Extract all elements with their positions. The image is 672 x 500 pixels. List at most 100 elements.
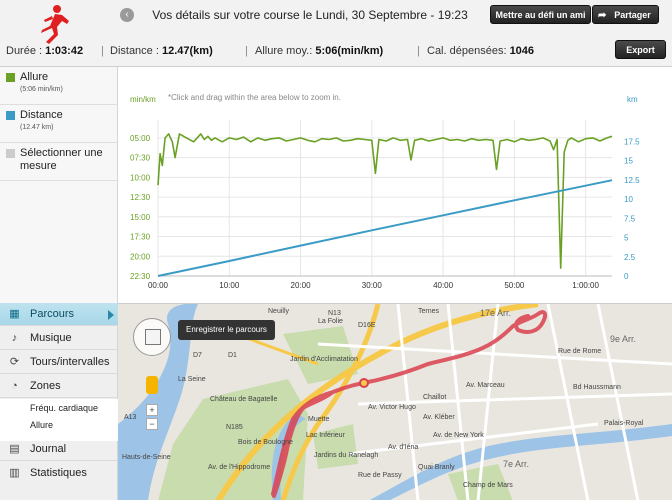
map-label: Quai Branly — [418, 464, 455, 471]
empty-color-swatch — [6, 149, 15, 158]
route-map[interactable]: Enregistrer le parcours + − Jardin d'Acc… — [118, 303, 672, 500]
map-label: 9e Arr. — [610, 334, 637, 344]
map-label: Champ de Mars — [463, 482, 513, 489]
right-tick-label: 17.5 — [624, 138, 640, 147]
map-label: Rue de Passy — [358, 472, 402, 479]
right-tick-label: 10 — [624, 195, 633, 204]
menu-item-label: Zones — [30, 380, 61, 392]
x-tick-label: 40:00 — [433, 281, 454, 290]
measure-sub: (5:06 min/km) — [20, 86, 63, 93]
left-tick-label: 20:00 — [130, 252, 151, 261]
map-label: Bd Haussmann — [573, 384, 621, 391]
menu-item-parcours[interactable]: ▦ Parcours — [0, 303, 118, 326]
x-tick-label: 20:00 — [291, 281, 312, 290]
section-menu: ▦ Parcours ♪ Musique ⟳ Tours/intervalles… — [0, 303, 118, 500]
left-tick-label: 17:30 — [130, 233, 151, 242]
menu-item-label: Musique — [30, 332, 72, 344]
menu-item-label: Journal — [30, 443, 67, 455]
menu-item-journal[interactable]: ▤ Journal — [0, 438, 118, 461]
distance-stat: Distance : 12.47(km) — [110, 45, 213, 57]
stat-divider: | — [101, 45, 104, 57]
right-tick-label: 0 — [624, 272, 629, 281]
map-label: Ternes — [418, 308, 440, 315]
map-label: Jardins du Ranelagh — [314, 452, 379, 459]
right-tick-label: 15 — [624, 157, 633, 166]
zoom-control: + − — [146, 404, 158, 444]
stat-divider: | — [245, 45, 248, 57]
zones-submenu: Fréqu. cardiaque Allure — [0, 399, 118, 441]
map-label: D7 — [193, 352, 202, 359]
pace-color-swatch — [6, 73, 15, 82]
runner-icon — [41, 5, 69, 44]
submenu-item-heart-rate[interactable]: Fréqu. cardiaque — [30, 403, 99, 413]
map-navigation-control[interactable] — [133, 318, 171, 356]
map-label: Av. Kléber — [423, 414, 455, 421]
measure-label: Sélectionner une mesure — [20, 147, 103, 172]
map-label: Av. de New York — [433, 432, 484, 439]
duration-label: Durée : — [6, 45, 43, 57]
left-tick-label: 12:30 — [130, 193, 151, 202]
submenu-item-pace[interactable]: Allure — [30, 420, 54, 430]
map-label: D16E — [358, 322, 376, 329]
page-title: Vos détails sur votre course le Lundi, 3… — [152, 8, 468, 22]
street — [317, 342, 672, 366]
map-label: La Seine — [178, 376, 206, 383]
measure-select[interactable]: Sélectionner une mesure — [0, 143, 118, 181]
menu-item-zones[interactable]: ◔ Zones — [0, 375, 118, 398]
active-arrow-icon — [108, 310, 114, 320]
map-label: Chaillot — [423, 394, 447, 401]
seine-river-east — [369, 424, 672, 500]
menu-item-statistiques[interactable]: ▥ Statistiques — [0, 462, 118, 485]
zoom-in-button[interactable]: + — [146, 404, 158, 416]
challenge-friend-button[interactable]: Mettre au défi un ami — [490, 5, 591, 24]
map-label: D1 — [228, 352, 237, 359]
measure-pace[interactable]: Allure (5:06 min/km) — [0, 67, 118, 105]
calories-value: 1046 — [509, 45, 535, 57]
save-route-tooltip: Enregistrer le parcours — [178, 320, 275, 340]
menu-item-tours[interactable]: ⟳ Tours/intervalles — [0, 351, 118, 374]
zoom-out-button[interactable]: − — [146, 418, 158, 430]
share-button[interactable]: ➦ Partager — [592, 5, 659, 24]
left-tick-label: 05:00 — [130, 134, 151, 143]
music-note-icon: ♪ — [11, 332, 18, 344]
pace-distance-chart[interactable]: *Click and drag within the area below to… — [118, 67, 672, 303]
map-label: 7e Arr. — [503, 459, 530, 469]
x-tick-label: 30:00 — [362, 281, 383, 290]
duration-value: 1:03:42 — [45, 45, 84, 57]
map-label: Palais-Royal — [604, 420, 644, 427]
nav-center-icon — [145, 329, 161, 345]
chart-svg[interactable]: *Click and drag within the area below to… — [118, 67, 672, 303]
street — [546, 304, 590, 500]
map-label: Hauts-de-Seine — [122, 454, 171, 461]
map-label: N13 — [328, 310, 341, 317]
export-button[interactable]: Export — [615, 40, 666, 59]
calories-stat: Cal. dépensées: 1046 — [427, 45, 534, 57]
route-line — [271, 310, 548, 498]
pace-label: Allure moy.: — [255, 45, 313, 57]
share-label: Partager — [614, 10, 651, 20]
ranelagh-area — [313, 424, 358, 469]
menu-item-musique[interactable]: ♪ Musique — [0, 327, 118, 350]
right-tick-label: 5 — [624, 234, 629, 243]
x-tick-label: 50:00 — [504, 281, 525, 290]
measure-sub: (12.47 km) — [20, 124, 54, 131]
pegman-icon[interactable] — [146, 376, 158, 394]
map-label: 17e Arr. — [480, 308, 512, 318]
distance-color-swatch — [6, 111, 15, 120]
map-label: Jardin d'Acclimatation — [290, 356, 358, 363]
pace-stat: Allure moy.: 5:06(min/km) — [255, 45, 383, 57]
bois-de-boulogne-area — [158, 379, 308, 500]
street — [357, 392, 672, 406]
map-label: Lac Inférieur — [306, 432, 345, 439]
map-label: La Folie — [318, 318, 343, 325]
measure-distance[interactable]: Distance (12.47 km) — [0, 105, 118, 143]
stat-divider: | — [417, 45, 420, 57]
right-tick-label: 2.5 — [624, 253, 636, 262]
map-canvas[interactable] — [118, 304, 672, 500]
major-road — [280, 304, 381, 500]
x-tick-label: 00:00 — [148, 281, 169, 290]
chart-hint: *Click and drag within the area below to… — [168, 93, 341, 102]
back-button[interactable]: ‹ — [120, 8, 134, 22]
journal-icon: ▤ — [9, 443, 20, 455]
menu-item-label: Tours/intervalles — [30, 356, 110, 368]
